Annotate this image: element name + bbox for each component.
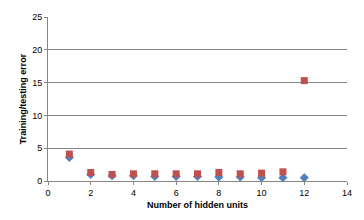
svg-text:Training/testing error: Training/testing error xyxy=(18,53,28,144)
svg-text:Number of hidden units: Number of hidden units xyxy=(147,200,248,210)
svg-text:15: 15 xyxy=(32,78,42,88)
svg-text:12: 12 xyxy=(299,188,309,198)
svg-text:10: 10 xyxy=(32,111,42,121)
svg-text:4: 4 xyxy=(131,188,136,198)
svg-text:2: 2 xyxy=(88,188,93,198)
svg-text:10: 10 xyxy=(257,188,267,198)
svg-text:0: 0 xyxy=(37,176,42,186)
svg-text:6: 6 xyxy=(174,188,179,198)
svg-text:25: 25 xyxy=(32,12,42,22)
svg-text:5: 5 xyxy=(37,143,42,153)
svg-text:20: 20 xyxy=(32,45,42,55)
svg-text:0: 0 xyxy=(45,188,50,198)
svg-text:14: 14 xyxy=(342,188,352,198)
svg-text:8: 8 xyxy=(216,188,221,198)
